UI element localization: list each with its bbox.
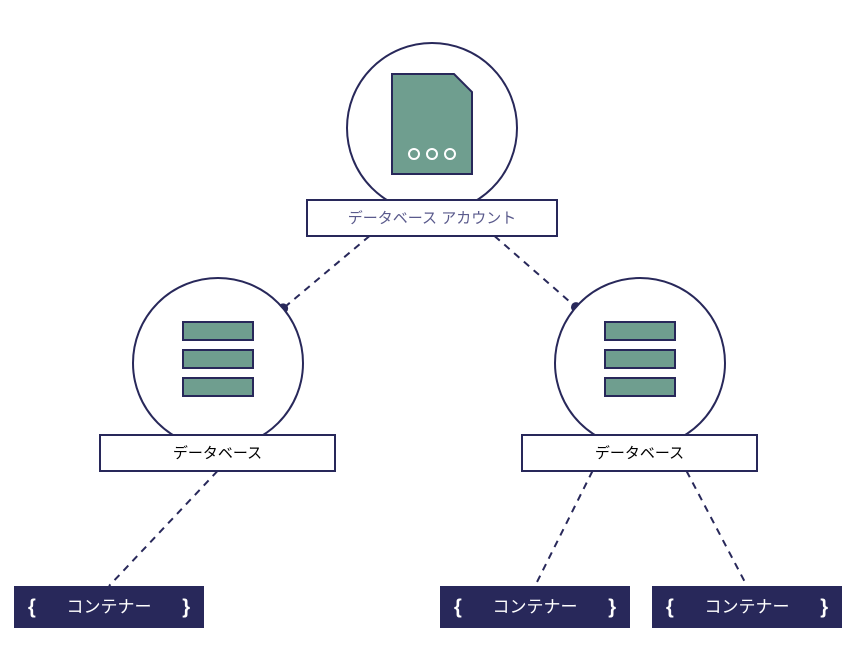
database-node-0: データベース — [100, 278, 335, 471]
database-bar-icon — [183, 322, 253, 340]
brace-right-icon: } — [608, 596, 616, 618]
container-label: コンテナー — [67, 597, 152, 616]
brace-left-icon: { — [28, 596, 36, 618]
container-node-1: {} コンテナー — [440, 586, 630, 628]
database-bar-icon — [183, 350, 253, 368]
edge-db-1-to-container-1 — [535, 471, 593, 586]
database-bar-icon — [605, 350, 675, 368]
container-label: コンテナー — [705, 597, 790, 616]
edge-account-to-db-0 — [283, 236, 369, 308]
database-bar-icon — [605, 378, 675, 396]
database-node-1: データベース — [522, 278, 757, 471]
edge-db-0-to-container-0 — [109, 471, 218, 586]
container-node-0: {} コンテナー — [14, 586, 204, 628]
database-bar-icon — [605, 322, 675, 340]
account-node: データベース アカウント — [307, 43, 557, 236]
brace-left-icon: { — [454, 596, 462, 618]
brace-right-icon: } — [182, 596, 190, 618]
edge-db-1-to-container-2 — [687, 471, 748, 586]
edge-account-to-db-1 — [495, 236, 576, 307]
container-label: コンテナー — [493, 597, 578, 616]
account-label: データベース アカウント — [348, 209, 516, 227]
brace-right-icon: } — [820, 596, 828, 618]
database-label: データベース — [595, 444, 684, 462]
container-node-2: {} コンテナー — [652, 586, 842, 628]
database-bar-icon — [183, 378, 253, 396]
brace-left-icon: { — [666, 596, 674, 618]
database-label: データベース — [173, 444, 262, 462]
